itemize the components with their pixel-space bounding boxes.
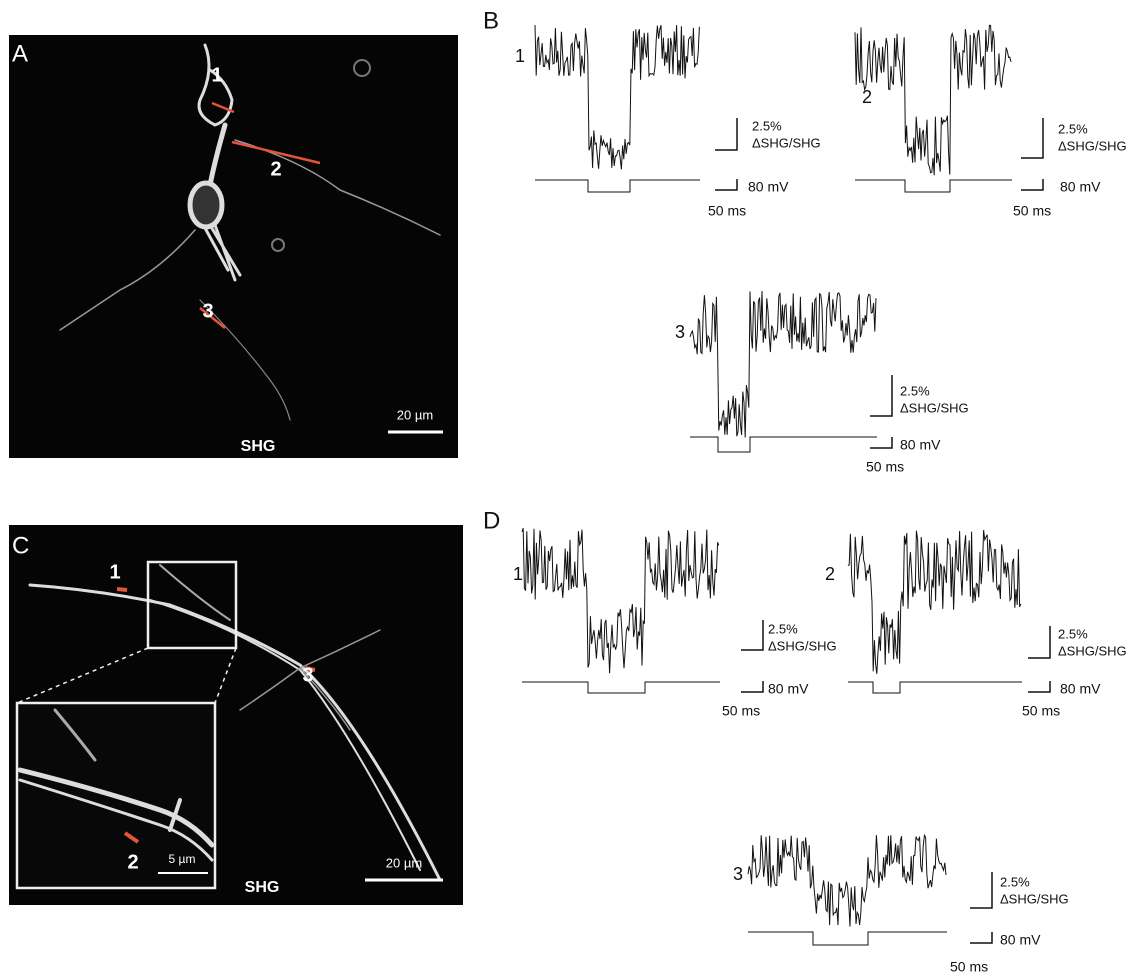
signal-scale-bar (1021, 118, 1043, 158)
shg-trace (690, 291, 876, 438)
image-caption: SHG (245, 879, 280, 896)
trace-label: 1 (513, 564, 523, 584)
signal-scale-bar (715, 118, 737, 150)
trace-label: 2 (825, 564, 835, 584)
voltage-scale-label: 80 mV (900, 437, 941, 453)
signal-unit-label: ΔSHG/SHG (768, 638, 837, 653)
time-scale-label: 50 ms (708, 203, 746, 219)
voltage-command (535, 180, 700, 192)
voltage-command (855, 180, 1012, 192)
roi-label: 3 (302, 664, 313, 686)
scale-bar-label: 20 µm (397, 407, 433, 422)
panel-label: D (483, 507, 500, 534)
shg-trace (748, 835, 946, 927)
signal-scale-label: 2.5% (1058, 626, 1088, 641)
roi-label: 1 (109, 561, 120, 583)
signal-unit-label: ΔSHG/SHG (1058, 643, 1127, 658)
image-caption: SHG (241, 438, 276, 455)
signal-scale-label: 2.5% (752, 118, 782, 133)
voltage-scale-label: 80 mV (1060, 681, 1101, 697)
trace-label: 3 (675, 322, 685, 342)
time-scale-label: 50 ms (1013, 203, 1051, 219)
voltage-scale-label: 80 mV (748, 179, 789, 195)
signal-scale-bar (741, 620, 763, 650)
signal-scale-bar (870, 375, 892, 416)
shg-trace (855, 25, 1011, 175)
time-scale-label: 50 ms (950, 959, 988, 973)
time-scale-label: 50 ms (866, 459, 904, 475)
panel-label: C (12, 532, 29, 559)
voltage-command (848, 682, 1022, 693)
voltage-scale-bar (715, 179, 737, 190)
shg-trace (848, 530, 1021, 674)
signal-unit-label: ΔSHG/SHG (900, 400, 969, 415)
inset-scale-bar-label: 5 µm (169, 852, 196, 866)
trace-label: 1 (515, 46, 525, 66)
signal-scale-bar (970, 872, 992, 908)
panel-label: B (483, 7, 499, 34)
micrograph-c (9, 525, 463, 905)
signal-unit-label: ΔSHG/SHG (752, 135, 821, 150)
roi-label: 2 (270, 158, 281, 180)
scale-bar-label: 20 µm (386, 855, 422, 870)
signal-scale-bar (1028, 626, 1050, 658)
roi-label: 3 (202, 300, 213, 322)
voltage-command (522, 682, 720, 693)
signal-scale-label: 2.5% (1000, 874, 1030, 889)
voltage-command (690, 437, 877, 452)
voltage-scale-bar (1028, 681, 1050, 692)
signal-scale-label: 2.5% (768, 621, 798, 636)
voltage-scale-bar (870, 437, 892, 448)
voltage-scale-label: 80 mV (768, 681, 809, 697)
voltage-scale-bar (970, 932, 992, 943)
signal-scale-label: 2.5% (900, 383, 930, 398)
voltage-scale-bar (1021, 179, 1043, 190)
roi-label: 1 (211, 64, 222, 86)
panel-label: A (12, 40, 28, 67)
roi-label: 2 (127, 851, 138, 873)
signal-unit-label: ΔSHG/SHG (1000, 891, 1069, 906)
trace-label: 3 (733, 864, 743, 884)
time-scale-label: 50 ms (1022, 703, 1060, 719)
voltage-scale-label: 80 mV (1000, 932, 1041, 948)
voltage-scale-bar (741, 681, 763, 692)
signal-scale-label: 2.5% (1058, 121, 1088, 136)
micrograph-a (9, 35, 458, 458)
trace-label: 2 (862, 87, 872, 107)
voltage-scale-label: 80 mV (1060, 179, 1101, 195)
voltage-command (748, 932, 947, 945)
figure: A B C D 1 2 3 20 µm SHG 1 2 3 5 µm 20 µm SHG 1 2.5% ΔSHG/… (0, 0, 1148, 973)
shg-trace (522, 528, 719, 673)
signal-unit-label: ΔSHG/SHG (1058, 138, 1127, 153)
shg-trace (535, 25, 699, 169)
page: {"panels": [ {"label": "A", "image": {"r… (0, 0, 1148, 973)
time-scale-label: 50 ms (722, 703, 760, 719)
